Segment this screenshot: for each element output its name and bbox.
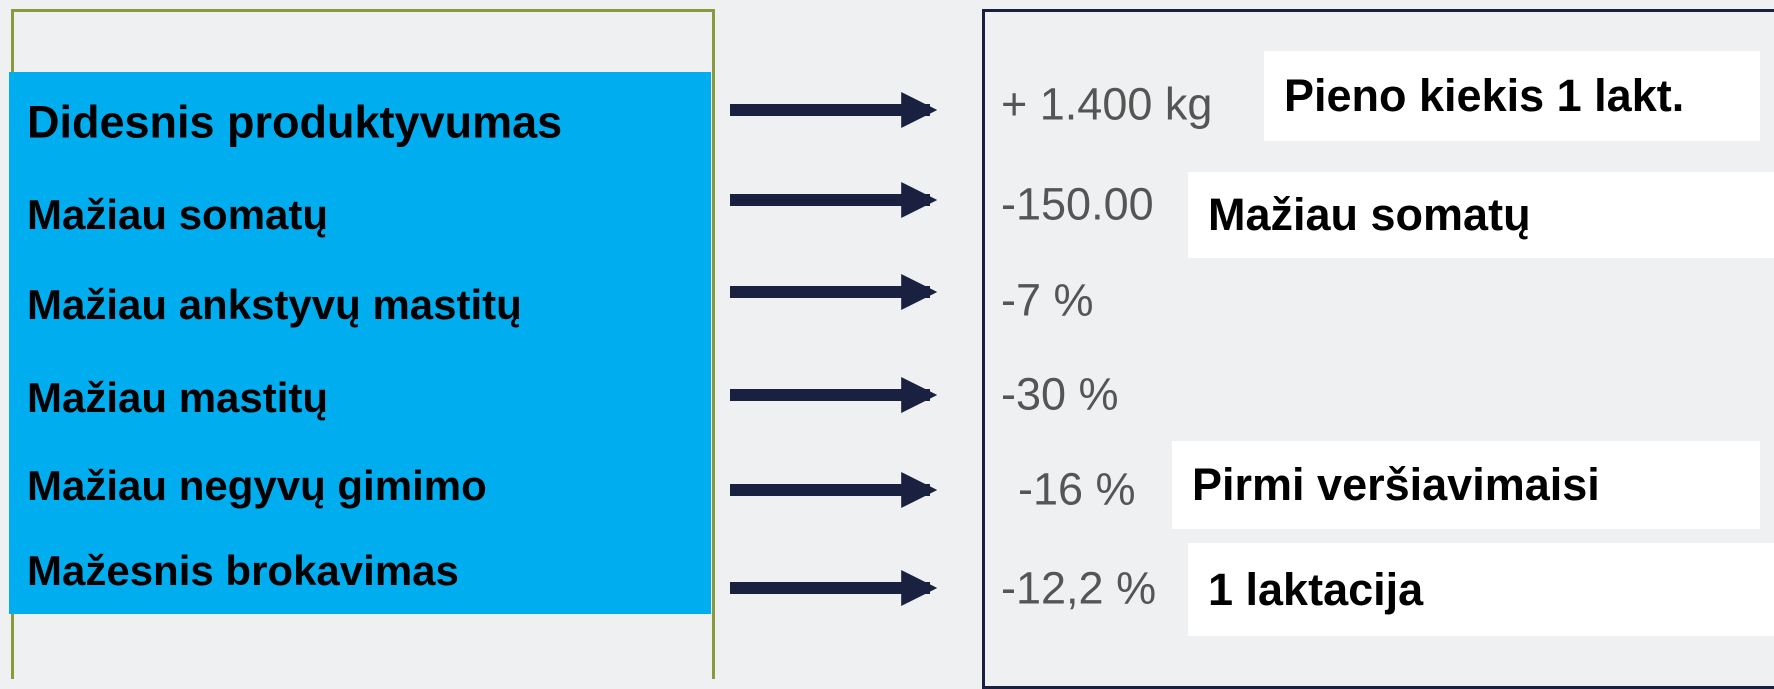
value: -16 %	[1018, 463, 1136, 515]
benefit-label: Mažiau negyvų gimimo	[27, 462, 487, 509]
benefit-label: Didesnis produktyvumas	[27, 96, 563, 148]
value: -7 %	[1001, 274, 1094, 326]
benefit-label: Mažiau mastitų	[27, 374, 329, 421]
note: 1 laktacija	[1188, 543, 1774, 636]
benefit-label: Mažesnis brokavimas	[27, 547, 459, 594]
value: + 1.400 kg	[1001, 78, 1213, 130]
value: -30 %	[1001, 368, 1119, 420]
benefit-label: Mažiau ankstyvų mastitų	[27, 281, 522, 328]
note: Pieno kiekis 1 lakt.	[1264, 51, 1760, 141]
value: -150.00	[1001, 178, 1154, 230]
benefits-panel	[9, 72, 711, 614]
value: -12,2 %	[1001, 562, 1157, 614]
note: Mažiau somatų	[1188, 172, 1774, 258]
note: Pirmi veršiavimaisi	[1172, 441, 1760, 529]
benefit-label: Mažiau somatų	[27, 191, 329, 238]
